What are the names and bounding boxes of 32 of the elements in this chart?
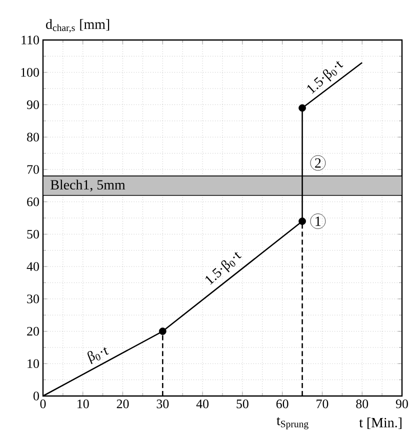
y-tick-label: 70 <box>27 165 39 174</box>
x-tick-label: 0 <box>40 400 46 408</box>
x-tick-label: 10 <box>78 400 89 408</box>
y-tick-label: 30 <box>27 294 39 304</box>
y-tick-label: 20 <box>27 326 39 336</box>
x-tick-label: 40 <box>196 400 209 408</box>
y-tick-label: 0 <box>34 392 39 400</box>
y-axis-title: d$_{char,s}$ [mm] <box>46 19 110 32</box>
x-tick-label: 50 <box>236 400 248 408</box>
point <box>298 104 306 112</box>
y-tick-label: 110 <box>22 36 39 44</box>
y-tick-label: 60 <box>27 197 39 206</box>
x-tick-label: 80 <box>356 400 368 408</box>
point <box>298 218 306 225</box>
band-label: Blech1, 5mm <box>50 180 126 192</box>
x-tick-label: 20 <box>116 400 129 408</box>
y-tick-label: 50 <box>27 230 39 239</box>
y-tick-label: 80 <box>27 132 39 142</box>
x-tick-label: 90 <box>396 400 408 408</box>
annotation: t$_{Sprung}$ <box>276 417 308 430</box>
point <box>158 328 166 335</box>
y-tick-label: 100 <box>21 68 39 77</box>
y-tick-label: 90 <box>26 100 39 110</box>
y-tick-label: 10 <box>28 359 39 368</box>
x-tick-label: 70 <box>316 400 328 408</box>
x-axis-title: t [Min.] <box>359 418 402 430</box>
x-tick-label: 60 <box>276 400 288 408</box>
annotation: 2 <box>315 158 321 168</box>
y-tick-label: 40 <box>26 262 39 271</box>
annotation: 1 <box>316 216 321 226</box>
x-tick-label: 30 <box>156 400 169 408</box>
annotation: β$_{0}$·t <box>88 347 109 364</box>
